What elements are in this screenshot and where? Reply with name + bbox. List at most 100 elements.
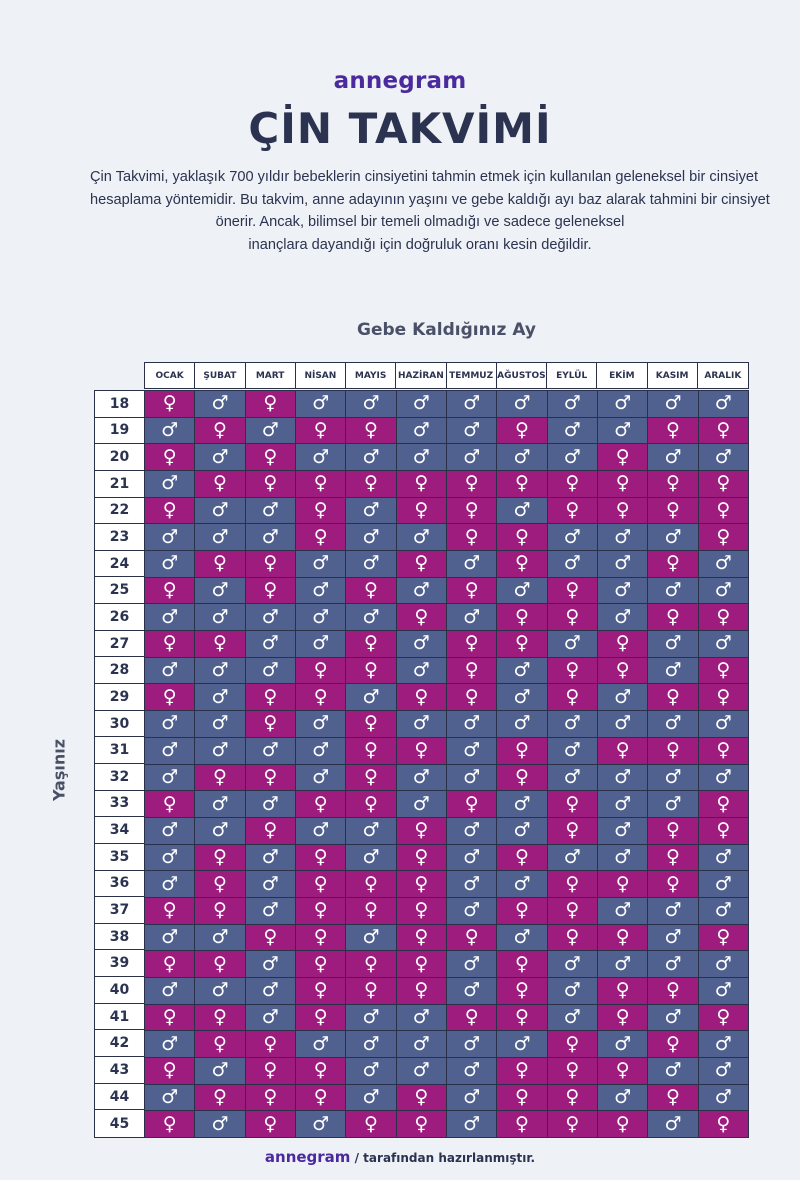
age-label: 26 <box>95 604 144 631</box>
male-symbol-icon: ♂ <box>547 391 597 417</box>
male-symbol-icon: ♂ <box>648 1004 698 1031</box>
female-symbol-icon: ♀ <box>195 551 245 577</box>
female-symbol-icon: ♀ <box>497 471 547 497</box>
male-symbol-icon: ♂ <box>597 417 648 444</box>
male-symbol-icon: ♂ <box>698 897 748 924</box>
male-symbol-icon: ♂ <box>698 551 748 577</box>
male-symbol-icon: ♂ <box>698 577 748 604</box>
male-symbol-icon: ♂ <box>597 711 648 737</box>
female-symbol-icon: ♀ <box>145 897 195 924</box>
male-symbol-icon: ♂ <box>195 524 245 551</box>
female-symbol-icon: ♀ <box>497 417 547 444</box>
male-symbol-icon: ♂ <box>245 791 295 817</box>
female-symbol-icon: ♀ <box>547 1031 597 1057</box>
age-label: 18 <box>95 391 144 418</box>
month-header: NİSAN <box>296 363 346 388</box>
description-line: önerir. Ancak, bilimsel bir temeli olmad… <box>215 214 625 230</box>
female-symbol-icon: ♀ <box>698 657 748 684</box>
female-symbol-icon: ♀ <box>346 711 396 737</box>
female-symbol-icon: ♀ <box>396 471 446 497</box>
female-symbol-icon: ♀ <box>346 577 396 604</box>
male-symbol-icon: ♂ <box>446 444 497 471</box>
female-symbol-icon: ♀ <box>497 844 547 871</box>
male-symbol-icon: ♂ <box>446 1111 497 1137</box>
description-line: hesaplama yöntemidir. Bu takvim, anne ad… <box>90 191 770 208</box>
age-label: 31 <box>95 737 144 764</box>
male-symbol-icon: ♂ <box>597 524 648 551</box>
male-symbol-icon: ♂ <box>648 657 698 684</box>
description: Çin Takvimi, yaklaşık 700 yıldır bebekle… <box>90 166 770 256</box>
male-symbol-icon: ♂ <box>648 444 698 471</box>
female-symbol-icon: ♀ <box>396 1111 446 1137</box>
female-symbol-icon: ♀ <box>597 631 648 657</box>
male-symbol-icon: ♂ <box>346 844 396 871</box>
female-symbol-icon: ♀ <box>145 577 195 604</box>
male-symbol-icon: ♂ <box>597 551 648 577</box>
age-label: 20 <box>95 444 144 471</box>
female-symbol-icon: ♀ <box>245 764 295 791</box>
male-symbol-icon: ♂ <box>245 844 295 871</box>
male-symbol-icon: ♂ <box>145 551 195 577</box>
female-symbol-icon: ♀ <box>346 791 396 817</box>
age-label: 28 <box>95 657 144 685</box>
female-symbol-icon: ♀ <box>346 657 396 684</box>
male-symbol-icon: ♂ <box>648 791 698 817</box>
male-symbol-icon: ♂ <box>145 471 195 497</box>
male-symbol-icon: ♂ <box>648 1057 698 1084</box>
female-symbol-icon: ♀ <box>648 977 698 1004</box>
male-symbol-icon: ♂ <box>346 497 396 524</box>
male-symbol-icon: ♂ <box>446 871 497 897</box>
female-symbol-icon: ♀ <box>497 1004 547 1031</box>
female-symbol-icon: ♀ <box>145 791 195 817</box>
age-label: 33 <box>95 791 144 818</box>
male-symbol-icon: ♂ <box>145 657 195 684</box>
female-symbol-icon: ♀ <box>597 871 648 897</box>
female-symbol-icon: ♀ <box>295 471 346 497</box>
male-symbol-icon: ♂ <box>245 657 295 684</box>
male-symbol-icon: ♂ <box>446 604 497 631</box>
male-symbol-icon: ♂ <box>195 497 245 524</box>
month-header: MAYIS <box>346 363 397 388</box>
male-symbol-icon: ♂ <box>346 551 396 577</box>
male-symbol-icon: ♂ <box>346 391 396 417</box>
female-symbol-icon: ♀ <box>295 924 346 951</box>
male-symbol-icon: ♂ <box>497 1031 547 1057</box>
age-label: 44 <box>95 1084 144 1111</box>
age-label: 23 <box>95 524 144 551</box>
female-symbol-icon: ♀ <box>295 524 346 551</box>
female-symbol-icon: ♀ <box>698 817 748 844</box>
female-symbol-icon: ♀ <box>648 604 698 631</box>
female-symbol-icon: ♀ <box>698 471 748 497</box>
male-symbol-icon: ♂ <box>648 951 698 977</box>
age-label: 27 <box>95 631 144 658</box>
male-symbol-icon: ♂ <box>295 737 346 764</box>
male-symbol-icon: ♂ <box>396 577 446 604</box>
male-symbol-icon: ♂ <box>648 711 698 737</box>
female-symbol-icon: ♀ <box>396 977 446 1004</box>
female-symbol-icon: ♀ <box>396 497 446 524</box>
female-symbol-icon: ♀ <box>648 871 698 897</box>
x-axis-title: Gebe Kaldığınız Ay <box>357 320 536 340</box>
female-symbol-icon: ♀ <box>648 417 698 444</box>
female-symbol-icon: ♀ <box>396 871 446 897</box>
female-symbol-icon: ♀ <box>295 1084 346 1111</box>
footer: annegram / tarafından hazırlanmıştır. <box>0 1148 800 1166</box>
male-symbol-icon: ♂ <box>497 871 547 897</box>
male-symbol-icon: ♂ <box>698 977 748 1004</box>
female-symbol-icon: ♀ <box>346 977 396 1004</box>
male-symbol-icon: ♂ <box>698 631 748 657</box>
female-symbol-icon: ♀ <box>346 471 396 497</box>
female-symbol-icon: ♀ <box>145 497 195 524</box>
male-symbol-icon: ♂ <box>396 524 446 551</box>
male-symbol-icon: ♂ <box>145 764 195 791</box>
month-header: HAZİRAN <box>396 363 447 388</box>
male-symbol-icon: ♂ <box>195 444 245 471</box>
female-symbol-icon: ♀ <box>245 1057 295 1084</box>
male-symbol-icon: ♂ <box>648 524 698 551</box>
female-symbol-icon: ♀ <box>648 551 698 577</box>
female-symbol-icon: ♀ <box>295 417 346 444</box>
female-symbol-icon: ♀ <box>295 791 346 817</box>
female-symbol-icon: ♀ <box>396 684 446 711</box>
female-symbol-icon: ♀ <box>245 711 295 737</box>
male-symbol-icon: ♂ <box>446 977 497 1004</box>
